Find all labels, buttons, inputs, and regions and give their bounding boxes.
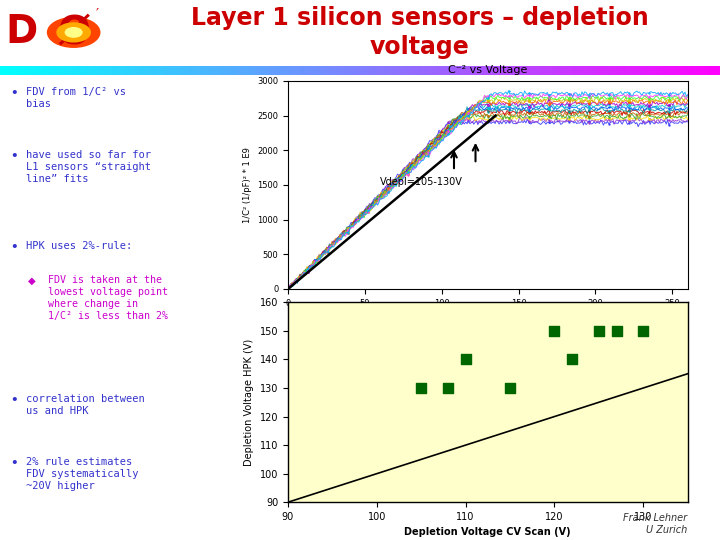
Point <box>611 327 622 335</box>
Y-axis label: Depletion Voltage HPK (V): Depletion Voltage HPK (V) <box>244 339 254 466</box>
Text: have used so far for
L1 sensors “straight
line” fits: have used so far for L1 sensors “straigh… <box>26 150 150 184</box>
Circle shape <box>66 28 82 37</box>
Text: ◆: ◆ <box>28 275 36 285</box>
Text: •: • <box>10 241 17 254</box>
Point <box>567 355 578 364</box>
Text: Ø: Ø <box>57 14 90 51</box>
Text: •: • <box>10 150 17 163</box>
Text: Vdepl=105-130V: Vdepl=105-130V <box>380 177 463 187</box>
Point <box>637 327 649 335</box>
Circle shape <box>48 17 100 47</box>
Title: C⁻² vs Voltage: C⁻² vs Voltage <box>448 65 528 75</box>
Text: D: D <box>5 14 37 51</box>
Text: •: • <box>10 457 17 470</box>
Point <box>460 355 472 364</box>
Text: FDV is taken at the
lowest voltage point
where change in
1/C² is less than 2%: FDV is taken at the lowest voltage point… <box>48 275 168 321</box>
Point <box>504 384 516 393</box>
Text: ′: ′ <box>96 6 99 21</box>
Circle shape <box>57 23 90 42</box>
Text: •: • <box>10 87 17 100</box>
Point <box>549 327 560 335</box>
Y-axis label: 1/C² (1/pF)² * 1 E9: 1/C² (1/pF)² * 1 E9 <box>243 147 251 223</box>
Text: 2% rule estimates
FDV systematically
~20V higher: 2% rule estimates FDV systematically ~20… <box>26 457 138 491</box>
Text: Frank Lehner
U Zurich: Frank Lehner U Zurich <box>624 513 688 535</box>
Text: FDV from 1/C² vs
bias: FDV from 1/C² vs bias <box>26 87 125 109</box>
Point <box>415 384 427 393</box>
Text: •: • <box>10 394 17 407</box>
X-axis label: Bias Voltage (V): Bias Voltage (V) <box>444 313 532 323</box>
Point <box>593 327 605 335</box>
Text: correlation between
us and HPK: correlation between us and HPK <box>26 394 144 416</box>
Point <box>442 384 454 393</box>
Text: Layer 1 silicon sensors – depletion
voltage: Layer 1 silicon sensors – depletion volt… <box>191 5 648 59</box>
X-axis label: Depletion Voltage CV Scan (V): Depletion Voltage CV Scan (V) <box>405 528 571 537</box>
Text: HPK uses 2%-rule:: HPK uses 2%-rule: <box>26 241 132 251</box>
